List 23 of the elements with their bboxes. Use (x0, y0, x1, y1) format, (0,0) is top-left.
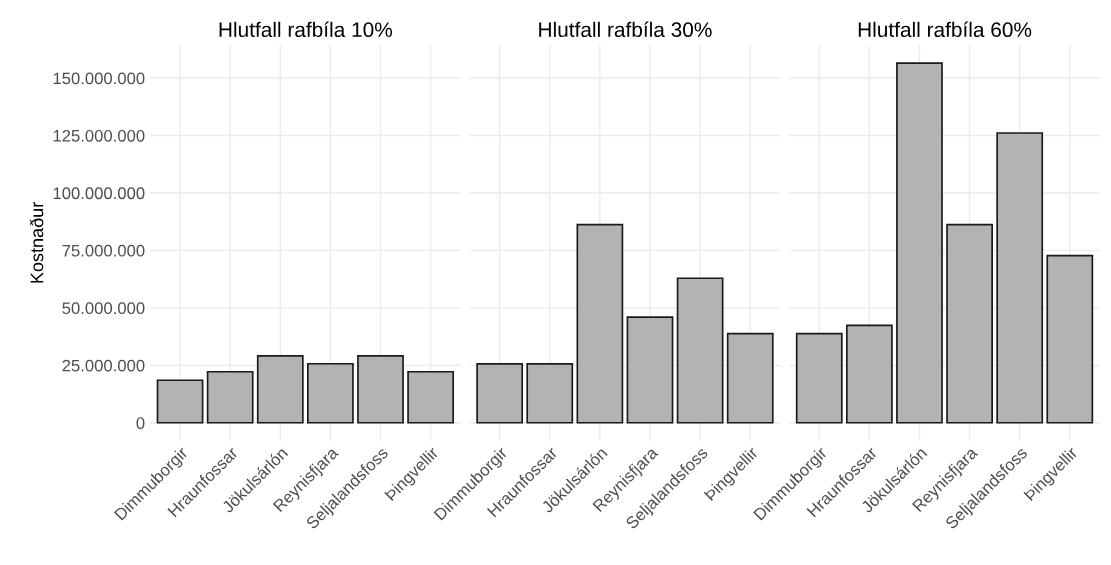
bar (626, 316, 674, 424)
bar (845, 324, 893, 424)
bar (726, 332, 774, 424)
y-tick-label: 75.000.000 (62, 244, 145, 257)
bar (946, 223, 993, 424)
y-tick-label: 25.000.000 (62, 359, 145, 372)
y-tick-label: 0 (136, 417, 145, 429)
bar (896, 62, 943, 424)
chart-title: Hlutfall rafbíla 10% (219, 21, 393, 38)
y-tick-label: 125.000.000 (53, 129, 145, 142)
bar (676, 277, 724, 424)
y-tick-label: 150.000.000 (53, 72, 145, 85)
bar (526, 363, 574, 424)
y-axis-title: Kostnaður (29, 202, 44, 283)
y-tick-label: 50.000.000 (62, 302, 145, 315)
y-tick-label: 100.000.000 (53, 187, 145, 200)
chart-title: Hlutfall rafbíla 60% (858, 21, 1032, 38)
chart-title: Hlutfall rafbíla 30% (539, 21, 712, 38)
bar (476, 363, 524, 424)
bar (795, 332, 843, 424)
bar (576, 223, 624, 424)
bar (1046, 254, 1094, 424)
bar (996, 132, 1044, 424)
